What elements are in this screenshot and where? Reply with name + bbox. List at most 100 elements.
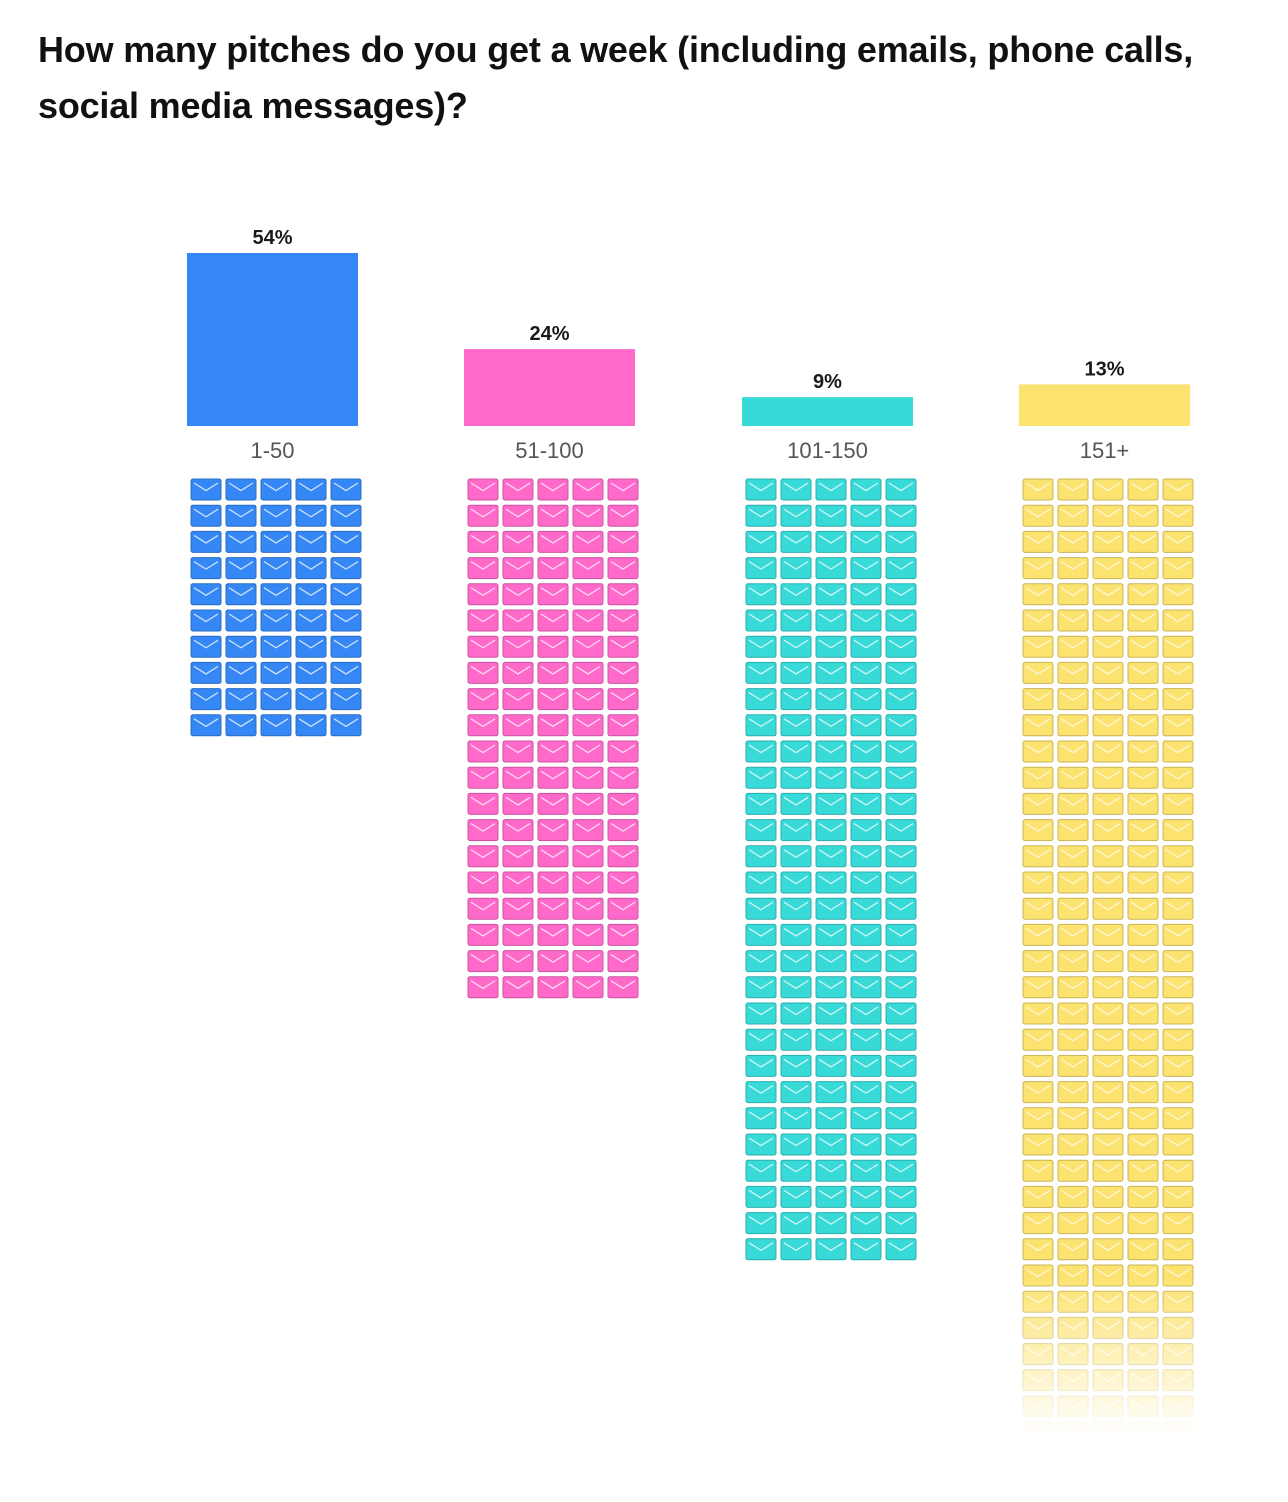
envelope-icon	[815, 976, 847, 999]
envelope-icon	[1127, 1369, 1159, 1392]
envelope-icon	[1092, 923, 1124, 946]
envelope-icon	[885, 504, 917, 527]
envelope-icon	[502, 635, 534, 658]
value-label-1-50: 54%	[252, 227, 292, 249]
envelope-icon	[1162, 661, 1194, 684]
envelope-icon	[850, 1212, 882, 1235]
envelope-icon	[1022, 845, 1054, 868]
envelope-icon	[502, 583, 534, 606]
bars-layer: 54% 1-50 24% 51-100 9% 101-150 13% 151+	[187, 227, 1190, 463]
envelope-grid-101-150	[745, 478, 917, 1261]
envelope-icon	[780, 740, 812, 763]
envelope-icon	[607, 635, 639, 658]
envelope-icon	[1127, 845, 1159, 868]
envelope-icon	[745, 1107, 777, 1130]
envelope-icon	[815, 557, 847, 580]
envelope-icon	[850, 1002, 882, 1025]
envelope-icon	[745, 819, 777, 842]
envelope-icon	[572, 897, 604, 920]
envelope-icon	[572, 504, 604, 527]
envelope-icon	[1092, 504, 1124, 527]
envelope-icon	[1162, 609, 1194, 632]
envelope-icon	[572, 766, 604, 789]
envelope-icon	[1162, 635, 1194, 658]
envelope-icon	[1127, 1316, 1159, 1339]
envelope-icon	[1127, 950, 1159, 973]
envelope-icon	[467, 635, 499, 658]
envelope-icon	[885, 897, 917, 920]
envelope-icon	[1162, 478, 1194, 501]
envelope-icon	[1022, 1185, 1054, 1208]
envelope-icon	[850, 1081, 882, 1104]
envelope-icon	[225, 635, 257, 658]
envelope-icon	[467, 923, 499, 946]
envelope-icon	[1092, 530, 1124, 553]
envelope-icon	[1092, 1238, 1124, 1261]
envelope-icon	[1162, 976, 1194, 999]
envelope-icon	[1022, 635, 1054, 658]
envelope-grid-51-100	[467, 478, 639, 999]
envelope-icon	[1057, 923, 1089, 946]
envelope-icon	[1092, 557, 1124, 580]
envelope-icon	[885, 740, 917, 763]
envelope-icon	[607, 819, 639, 842]
envelope-icon	[537, 661, 569, 684]
envelope-icon	[225, 478, 257, 501]
envelope-icon	[1022, 976, 1054, 999]
envelope-icon	[502, 504, 534, 527]
envelope-icon	[815, 478, 847, 501]
envelope-icon	[780, 688, 812, 711]
envelope-icon	[745, 530, 777, 553]
envelope-icon	[1162, 1002, 1194, 1025]
envelope-icon	[815, 1028, 847, 1051]
envelope-icon	[1057, 819, 1089, 842]
envelope-icon	[1057, 1133, 1089, 1156]
envelope-icon	[1022, 792, 1054, 815]
envelope-icon	[780, 1002, 812, 1025]
envelope-icon	[607, 923, 639, 946]
envelope-icon	[780, 609, 812, 632]
envelope-icon	[780, 504, 812, 527]
envelope-icon	[1022, 740, 1054, 763]
envelope-icon	[537, 688, 569, 711]
envelope-icon	[225, 661, 257, 684]
envelope-icon	[502, 609, 534, 632]
envelope-icon	[295, 714, 327, 737]
envelope-icon	[1057, 1316, 1089, 1339]
envelope-icon	[780, 635, 812, 658]
envelope-icon	[467, 819, 499, 842]
envelope-icon	[780, 1238, 812, 1261]
envelope-icon	[850, 714, 882, 737]
envelope-icon	[537, 976, 569, 999]
envelope-icon	[572, 635, 604, 658]
envelope-icon	[885, 923, 917, 946]
envelope-icon	[1127, 1290, 1159, 1313]
envelope-icon	[1092, 635, 1124, 658]
envelope-icon	[502, 557, 534, 580]
envelope-icon	[1057, 583, 1089, 606]
envelope-icon	[1057, 1290, 1089, 1313]
icons-layer	[190, 478, 1194, 1444]
envelope-icon	[850, 976, 882, 999]
envelope-icon	[1057, 635, 1089, 658]
envelope-icon	[1022, 609, 1054, 632]
envelope-icon	[1057, 661, 1089, 684]
envelope-icon	[1022, 897, 1054, 920]
envelope-icon	[815, 688, 847, 711]
envelope-icon	[1162, 871, 1194, 894]
envelope-icon	[1022, 1002, 1054, 1025]
envelope-icon	[1162, 1264, 1194, 1287]
envelope-icon	[1092, 897, 1124, 920]
envelope-icon	[607, 766, 639, 789]
envelope-icon	[260, 714, 292, 737]
envelope-icon	[885, 661, 917, 684]
envelope-icon	[260, 557, 292, 580]
category-label-151+: 151+	[1080, 438, 1130, 463]
envelope-icon	[1092, 1133, 1124, 1156]
envelope-icon	[1162, 714, 1194, 737]
envelope-icon	[1162, 766, 1194, 789]
envelope-icon	[1092, 1369, 1124, 1392]
envelope-icon	[330, 609, 362, 632]
envelope-icon	[1127, 478, 1159, 501]
envelope-icon	[1127, 1107, 1159, 1130]
